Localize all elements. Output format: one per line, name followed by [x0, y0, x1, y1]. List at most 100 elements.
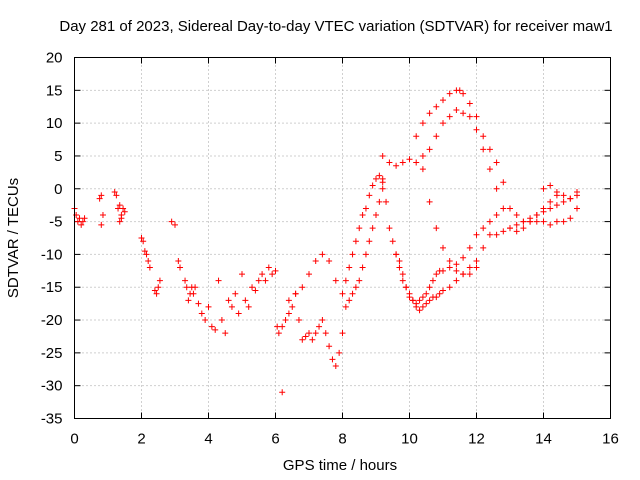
data-point [292, 290, 299, 297]
data-point [486, 231, 493, 238]
data-point [493, 212, 500, 219]
data-point [326, 257, 333, 264]
data-point [379, 179, 386, 186]
data-point [239, 271, 245, 278]
data-point [473, 231, 480, 238]
data-point [99, 212, 106, 219]
data-point [426, 198, 433, 205]
data-point [222, 330, 229, 337]
data-point [446, 284, 453, 291]
data-point [275, 330, 282, 337]
data-point [145, 257, 152, 264]
data-point [285, 297, 292, 304]
data-point [111, 189, 118, 196]
x-tick-label: 4 [204, 431, 212, 448]
data-point [265, 264, 272, 271]
data-point [540, 208, 547, 215]
data-point [456, 87, 463, 94]
data-point [190, 290, 197, 297]
data-point [255, 277, 262, 284]
data-point [419, 152, 426, 159]
data-point [182, 277, 189, 284]
data-point [312, 330, 319, 337]
data-point [440, 97, 446, 104]
data-point [406, 156, 413, 163]
data-point [393, 251, 400, 258]
data-point [192, 284, 199, 291]
data-point [156, 277, 163, 284]
data-point [366, 238, 373, 245]
data-point [319, 317, 326, 324]
data-point [76, 215, 83, 222]
data-point [306, 330, 312, 337]
data-point [433, 103, 440, 110]
data-point [480, 133, 487, 140]
data-point [172, 221, 178, 228]
data-point [433, 271, 440, 278]
data-point [274, 323, 281, 330]
data-point [419, 294, 426, 301]
data-point [473, 257, 480, 264]
data-point [326, 343, 333, 350]
data-point [446, 257, 453, 264]
series-fall-1 [379, 179, 493, 314]
data-point [423, 290, 430, 297]
data-point [299, 284, 306, 291]
data-point [279, 323, 286, 330]
data-point [346, 297, 353, 304]
series-rise-low [279, 185, 386, 369]
plot-frame [74, 57, 611, 419]
data-point [513, 212, 520, 219]
data-point [480, 225, 487, 232]
data-point [373, 212, 379, 219]
data-point [279, 389, 286, 396]
data-point [386, 225, 393, 232]
data-point [202, 317, 209, 324]
data-point [272, 267, 279, 274]
data-point [252, 287, 259, 294]
data-point [409, 297, 416, 304]
data-point [116, 218, 123, 225]
data-point [574, 205, 580, 212]
data-point [440, 244, 446, 251]
data-point [115, 205, 122, 212]
data-point [285, 310, 292, 317]
data-point [98, 192, 105, 199]
data-point [79, 218, 86, 225]
y-tick-label: -10 [41, 246, 63, 263]
data-point [433, 225, 440, 232]
series-mid-cloud [379, 152, 480, 278]
data-point [507, 225, 513, 232]
data-point [399, 159, 406, 166]
data-point [540, 185, 547, 192]
data-point [466, 264, 473, 271]
data-point [225, 297, 232, 304]
data-point [356, 225, 363, 232]
data-point [416, 297, 423, 304]
data-point [426, 284, 433, 291]
data-point [302, 333, 309, 340]
data-point [486, 218, 493, 225]
data-point [366, 192, 373, 199]
y-tick-label: -30 [41, 378, 63, 395]
data-point [362, 251, 369, 258]
series-morning [138, 218, 222, 333]
data-point [376, 172, 383, 179]
data-point [155, 284, 162, 291]
data-point [446, 90, 453, 97]
x-tick-label: 12 [468, 431, 485, 448]
data-point [306, 271, 312, 278]
series-early-block [71, 189, 128, 228]
data-point [446, 113, 453, 120]
data-point [480, 244, 487, 251]
data-point [218, 317, 225, 324]
data-point [339, 290, 346, 297]
data-point [245, 303, 252, 310]
data-point [352, 238, 359, 245]
data-point [143, 251, 150, 258]
data-point [426, 297, 433, 304]
x-axis-label: GPS time / hours [283, 457, 397, 474]
x-tick-label: 16 [602, 431, 619, 448]
y-tick-label: -15 [41, 279, 63, 296]
